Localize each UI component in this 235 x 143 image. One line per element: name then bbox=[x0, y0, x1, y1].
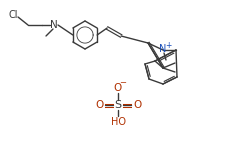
Text: O: O bbox=[133, 100, 141, 110]
Text: N: N bbox=[159, 44, 167, 54]
Text: Cl: Cl bbox=[8, 10, 18, 20]
Text: HO: HO bbox=[110, 117, 125, 127]
Text: N: N bbox=[50, 20, 58, 30]
Text: O: O bbox=[114, 83, 122, 93]
Text: O: O bbox=[95, 100, 103, 110]
Text: −: − bbox=[120, 79, 126, 88]
Text: S: S bbox=[114, 100, 121, 110]
Text: +: + bbox=[165, 41, 171, 50]
